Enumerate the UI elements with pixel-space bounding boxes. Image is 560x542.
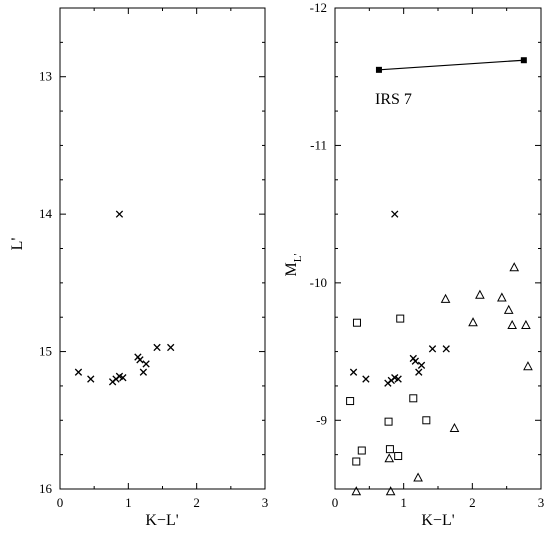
square-point [357, 446, 366, 455]
square-point [384, 417, 393, 426]
square-point [396, 314, 405, 323]
irs7-point [520, 57, 527, 64]
y-axis-label: L' [9, 238, 26, 251]
cross-point [153, 343, 161, 352]
y-axis-label-subscript: L' [292, 254, 304, 263]
triangle-point [384, 453, 395, 463]
x-tick-label: 2 [193, 495, 200, 510]
x-tick-label: 1 [400, 495, 407, 510]
y-tick-label: -10 [310, 275, 327, 290]
y-tick-label: -11 [310, 137, 327, 152]
cross-point [349, 368, 358, 376]
cross-point [167, 343, 175, 352]
cross-point [87, 375, 95, 383]
left-panel: 0 1 2 3 13 14 15 16 K−L' L' [9, 7, 269, 529]
square-point [352, 457, 361, 466]
plot-frame [59, 7, 266, 490]
triangle-point [468, 317, 478, 327]
square-point [385, 445, 394, 454]
triangle-point [440, 293, 451, 303]
square-point [409, 394, 418, 403]
triangle-point [475, 289, 485, 299]
x-tick-label: 2 [469, 495, 476, 510]
y-tick-label: 13 [39, 69, 52, 84]
plot-frame [334, 7, 542, 490]
x-tick-label: 0 [57, 495, 64, 510]
triangle-point [413, 472, 423, 482]
triangle-point [385, 486, 396, 496]
triangle-point [449, 422, 460, 433]
cross-point [391, 210, 399, 218]
y-axis-label-main: L' [9, 238, 26, 251]
x-axis-label: K−L' [145, 512, 178, 529]
y-axis-label-main: M [283, 262, 300, 276]
cross-point [442, 345, 450, 353]
triangle-point [497, 292, 507, 302]
cross-point [119, 374, 127, 382]
irs7-point [375, 66, 382, 73]
irs7-annotation: IRS 7 [375, 91, 412, 108]
triangle-point [521, 319, 531, 329]
cross-point [417, 361, 426, 369]
cross-point [428, 345, 437, 353]
right-panel: 0 1 2 3 -9 -10 -11 -12 K−L' ML' IRS 7 [283, 0, 544, 529]
y-tick-label: 15 [39, 344, 52, 359]
triangle-point [507, 319, 517, 329]
x-tick-label: 1 [125, 495, 132, 510]
irs7-line [378, 59, 524, 71]
x-tick-label: 3 [538, 495, 545, 510]
cross-point [115, 210, 124, 218]
x-tick-label: 3 [262, 495, 269, 510]
y-tick-label: 16 [39, 481, 53, 496]
y-axis-label: ML' [283, 254, 304, 277]
x-axis-label: K−L' [421, 512, 454, 529]
square-point [346, 397, 355, 406]
y-tick-label: -12 [310, 0, 327, 15]
cross-point [394, 375, 402, 383]
x-tick-label: 0 [332, 495, 339, 510]
cross-point [411, 357, 419, 365]
cross-point [139, 368, 148, 376]
square-point [422, 416, 431, 425]
cross-point [136, 356, 144, 364]
square-point [352, 318, 361, 327]
triangle-point [509, 262, 520, 272]
square-point [394, 452, 403, 461]
cross-point [74, 368, 83, 376]
cross-point [142, 360, 150, 368]
cross-point [362, 375, 370, 383]
y-tick-label: -9 [316, 412, 327, 427]
triangle-point [503, 304, 514, 314]
triangle-point [523, 361, 533, 371]
y-tick-label: 14 [39, 206, 53, 221]
triangle-point [351, 486, 362, 496]
cross-point [415, 368, 423, 376]
